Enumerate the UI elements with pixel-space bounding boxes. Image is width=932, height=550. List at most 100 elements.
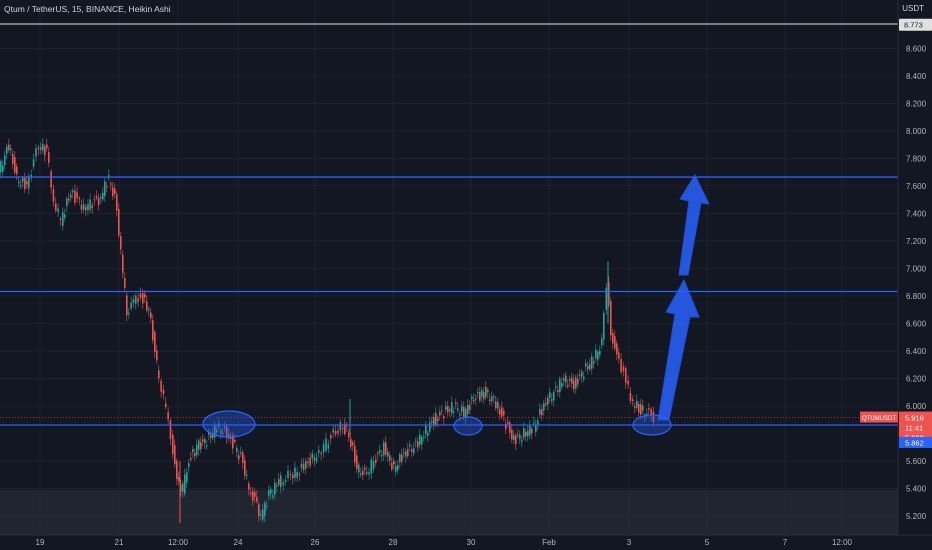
price-tick-label: 7.400 [906, 210, 927, 219]
candle-body [632, 399, 634, 402]
time-tick-label: 26 [311, 538, 320, 547]
candle-body [78, 198, 81, 200]
candle-body [573, 380, 575, 390]
candle-body [300, 463, 303, 468]
price-tick-label: 6.400 [906, 347, 927, 356]
candle-body [417, 441, 419, 448]
candle-body [91, 205, 94, 209]
candle-body [505, 423, 507, 430]
candle-body [425, 425, 427, 434]
candle-body [495, 401, 497, 409]
candle-body [358, 464, 360, 473]
candle-body [156, 350, 158, 361]
candle-body [190, 457, 192, 460]
candle-body [517, 434, 519, 436]
candle-body [479, 392, 481, 401]
candle-body [118, 209, 120, 236]
candle-body [74, 190, 76, 203]
price-axis[interactable]: 8.600 8.400 8.200 8.000 7.800 7.600 7.400 7.200… [899, 18, 932, 521]
candle-body [413, 448, 415, 454]
candle-body [116, 194, 118, 211]
candle-body [246, 474, 248, 476]
candle-body [210, 434, 212, 438]
candle-body [6, 146, 8, 154]
candle-body [401, 454, 403, 462]
time-axis-panel[interactable] [0, 535, 932, 550]
candle-body [294, 467, 296, 478]
candle-body [638, 404, 640, 413]
candle-body [485, 386, 487, 397]
candle-body [537, 420, 539, 425]
candle-body [499, 409, 501, 415]
candle-body [519, 434, 521, 439]
candle-body [535, 424, 537, 433]
candle-body [409, 444, 411, 447]
candle-body [493, 396, 495, 398]
candle-body [236, 448, 238, 452]
highlight-ellipse-2[interactable] [453, 416, 483, 436]
candle-body [429, 422, 431, 432]
highlight-ellipse-1[interactable] [202, 410, 256, 438]
candle-body [298, 473, 301, 475]
candle-body [234, 439, 236, 442]
candle-body [597, 351, 599, 360]
annotations-layer[interactable] [202, 173, 710, 438]
candle-body [511, 429, 513, 440]
candle-body [634, 406, 636, 409]
candle-body [2, 165, 4, 172]
candle-body [543, 403, 545, 411]
time-tick-label: 5 [705, 538, 710, 547]
candle-body [87, 204, 89, 211]
candle-body [135, 295, 137, 304]
candle-body [278, 479, 280, 485]
price-tick-label: 8.600 [906, 45, 927, 54]
up-arrow-icon[interactable] [657, 278, 700, 421]
price-axis-panel[interactable] [898, 0, 932, 550]
candle-body [387, 452, 389, 457]
candle-body [327, 444, 330, 449]
candle-body [612, 333, 614, 344]
up-arrow-icon[interactable] [678, 173, 710, 276]
candle-body [260, 514, 262, 516]
candle-body [455, 402, 457, 404]
time-axis[interactable]: 19 21 12:00 24 26 28 30 Feb 3 5 7 12:00 [36, 538, 853, 547]
last-price-tag-label: 5.916 [905, 414, 924, 423]
candle-body [571, 377, 573, 384]
candle-body [567, 384, 569, 387]
candle-body [289, 474, 292, 476]
candle-body [405, 451, 407, 457]
price-tick-label: 7.600 [906, 182, 927, 191]
candle-body [407, 449, 409, 457]
candle-body [89, 199, 91, 210]
candle-body [640, 404, 642, 415]
candle-body [346, 425, 348, 427]
candle-body [154, 331, 156, 352]
candle-body [475, 398, 477, 400]
candle-body [389, 455, 391, 461]
candle-body [188, 463, 190, 468]
candle-body [509, 422, 511, 433]
candle-body [337, 430, 339, 434]
candle-body [344, 423, 346, 435]
candle-body [18, 181, 20, 184]
candle-body [167, 412, 169, 420]
candle-body [539, 409, 541, 415]
candle-body [315, 458, 318, 462]
candle-body [258, 504, 260, 517]
candle-body [102, 193, 104, 200]
candle-body [82, 204, 85, 210]
candle-body [10, 148, 12, 151]
candle-body [614, 336, 616, 349]
candle-body [162, 389, 165, 395]
candle-body [104, 181, 106, 196]
candle-body [348, 432, 350, 438]
candle-body [126, 295, 128, 316]
candle-body [642, 405, 644, 411]
candle-body [287, 470, 289, 479]
candle-body [503, 410, 505, 416]
candle-body [196, 444, 198, 456]
candle-body [620, 358, 622, 373]
